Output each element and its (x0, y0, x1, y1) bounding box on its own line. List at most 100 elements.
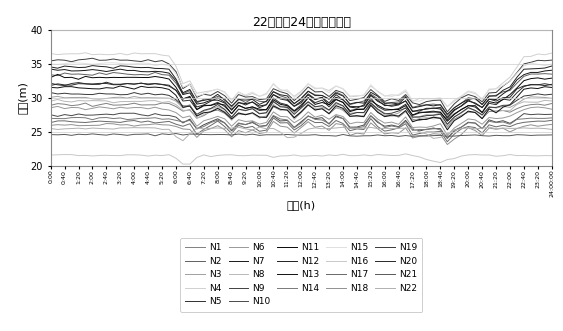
N7 (507, 87, 513, 91)
N15 (305, 82, 311, 86)
N21 (548, 133, 555, 137)
N19 (298, 106, 305, 110)
N12 (89, 64, 96, 68)
N16 (493, 154, 499, 158)
N6 (513, 111, 520, 115)
Line: N3: N3 (51, 96, 552, 124)
N3 (493, 106, 499, 110)
N20 (103, 80, 110, 84)
N8 (305, 103, 311, 107)
N11 (305, 96, 311, 100)
N2 (548, 72, 555, 76)
N1 (513, 107, 520, 111)
N22 (479, 126, 485, 130)
N3 (54, 94, 61, 98)
N8 (548, 99, 555, 103)
N12 (221, 98, 228, 102)
N8 (54, 98, 61, 102)
N4 (444, 105, 451, 109)
Line: N2: N2 (51, 72, 552, 115)
N10 (47, 113, 54, 117)
N19 (486, 105, 493, 109)
N18 (159, 123, 166, 127)
N21 (47, 133, 54, 137)
N6 (54, 104, 61, 108)
N19 (47, 91, 54, 95)
N22 (159, 127, 166, 131)
N9 (548, 58, 555, 62)
N16 (186, 162, 193, 166)
N5 (47, 81, 54, 85)
N15 (166, 64, 172, 68)
N4 (548, 51, 555, 55)
N17 (270, 116, 277, 120)
N9 (221, 94, 228, 98)
Line: N10: N10 (51, 113, 552, 138)
N12 (493, 94, 499, 98)
N13 (221, 110, 228, 114)
N14 (548, 116, 555, 120)
N5 (513, 91, 520, 95)
N7 (472, 101, 479, 105)
N6 (548, 107, 555, 111)
N4 (166, 54, 172, 58)
Line: N20: N20 (51, 82, 552, 118)
N21 (159, 132, 166, 136)
N12 (47, 65, 54, 69)
N17 (479, 131, 485, 135)
N1 (548, 102, 555, 106)
Line: N6: N6 (51, 106, 552, 135)
N17 (215, 119, 221, 123)
N16 (548, 154, 555, 158)
N19 (548, 92, 555, 96)
N17 (513, 122, 520, 126)
N2 (47, 73, 54, 77)
N1 (221, 111, 228, 115)
Line: N1: N1 (51, 103, 552, 126)
N22 (548, 127, 555, 131)
N13 (479, 117, 485, 121)
N22 (256, 125, 263, 129)
N10 (493, 120, 499, 124)
Line: N5: N5 (51, 82, 552, 120)
N6 (493, 117, 499, 120)
N12 (444, 112, 451, 116)
N18 (270, 119, 277, 123)
N10 (548, 112, 555, 116)
N18 (479, 133, 485, 137)
N2 (166, 73, 172, 77)
N21 (305, 133, 311, 137)
N16 (47, 153, 54, 157)
N1 (444, 124, 451, 128)
N13 (305, 103, 311, 107)
Legend: N1, N2, N3, N4, N5, N6, N7, N8, N9, N10, N11, N12, N13, N14, N15, N16, N17, N18,: N1, N2, N3, N4, N5, N6, N7, N8, N9, N10,… (180, 238, 422, 312)
Line: N18: N18 (51, 121, 552, 145)
N10 (305, 114, 311, 118)
N16 (221, 153, 228, 157)
N11 (54, 72, 61, 76)
N17 (493, 125, 499, 129)
N9 (513, 71, 520, 74)
N13 (166, 87, 172, 91)
N21 (221, 132, 228, 136)
N14 (159, 117, 166, 121)
N19 (215, 103, 221, 107)
N3 (548, 96, 555, 100)
N11 (47, 75, 54, 79)
N7 (215, 98, 221, 102)
N4 (479, 97, 485, 101)
N2 (151, 71, 158, 74)
N17 (47, 120, 54, 124)
N18 (493, 127, 499, 131)
N3 (479, 113, 485, 117)
N14 (215, 118, 221, 122)
N6 (221, 117, 228, 121)
N3 (166, 96, 172, 100)
N2 (444, 113, 451, 117)
N20 (444, 116, 451, 120)
N18 (47, 123, 54, 127)
N5 (305, 96, 311, 100)
N12 (305, 89, 311, 93)
N15 (47, 62, 54, 66)
N8 (444, 126, 451, 130)
